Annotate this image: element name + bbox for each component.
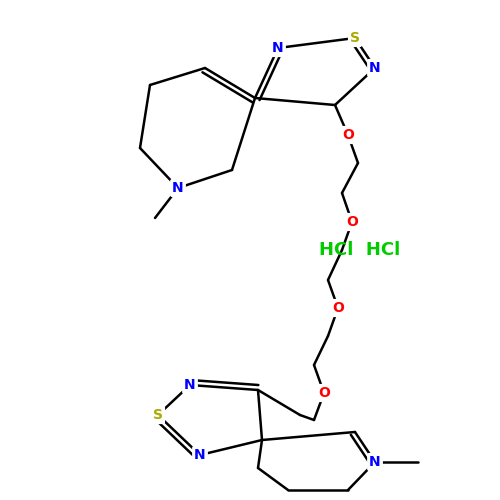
Text: N: N xyxy=(172,181,184,195)
Text: N: N xyxy=(272,41,284,55)
Text: S: S xyxy=(350,31,360,45)
Text: N: N xyxy=(369,455,381,469)
Text: N: N xyxy=(194,448,206,462)
Text: O: O xyxy=(342,128,354,142)
Text: N: N xyxy=(369,61,381,75)
Text: O: O xyxy=(332,301,344,315)
Text: N: N xyxy=(184,378,196,392)
Text: O: O xyxy=(346,215,358,229)
Text: S: S xyxy=(153,408,163,422)
Text: HCl  HCl: HCl HCl xyxy=(320,241,400,259)
Text: O: O xyxy=(318,386,330,400)
